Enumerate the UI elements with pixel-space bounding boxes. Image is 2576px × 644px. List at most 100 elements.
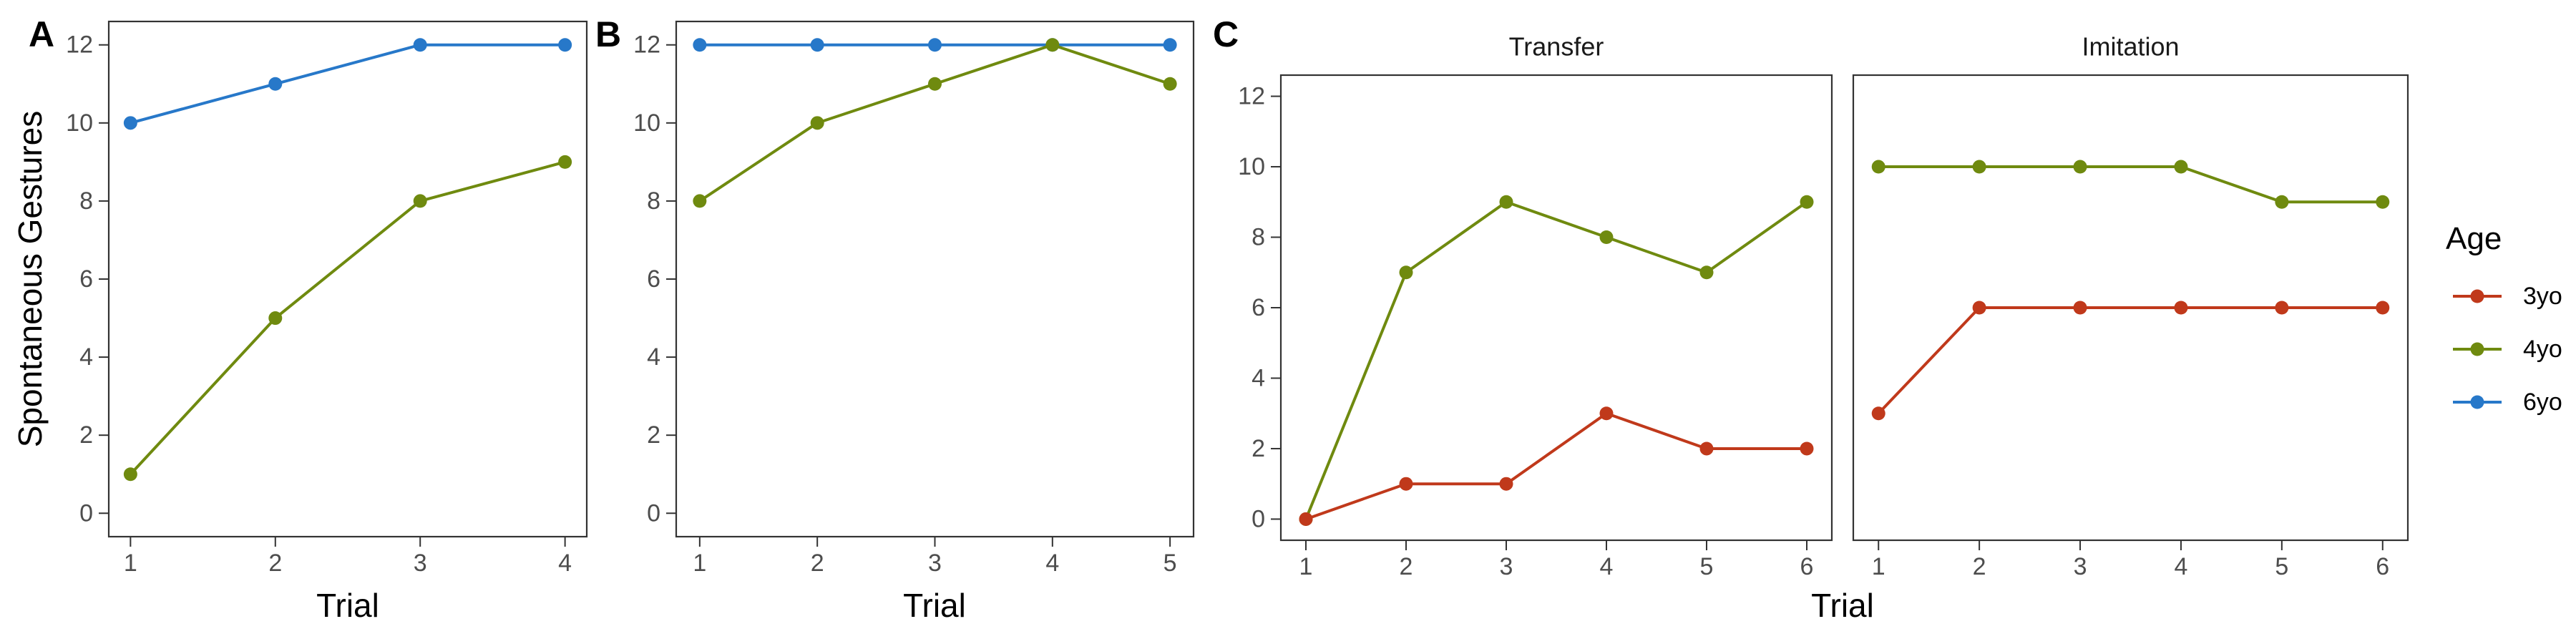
x-tick-label: 2 [1400, 553, 1413, 580]
facet-title: Transfer [1509, 32, 1604, 62]
data-point-4yo [810, 116, 824, 130]
series-line-4yo [1878, 165, 2383, 204]
x-tick-label: 4 [558, 550, 572, 577]
y-tick-label: 12 [1238, 83, 1265, 110]
x-axis-title: Trial [1811, 587, 1874, 624]
data-point-3yo [1299, 512, 1313, 526]
x-tick-label: 3 [414, 550, 427, 577]
data-point-3yo [1871, 406, 1885, 421]
data-point-4yo [1599, 230, 1614, 245]
data-point-3yo [1599, 406, 1614, 421]
legend-item-4yo: 4yo [2453, 336, 2562, 363]
x-tick-label: 6 [2376, 553, 2389, 580]
data-point-3yo [1699, 441, 1714, 456]
panel-border [1852, 74, 2409, 542]
y-tick-label: 2 [647, 421, 660, 449]
x-tick-label: 1 [693, 550, 706, 577]
y-tick-label: 2 [1252, 435, 1265, 462]
y-tick-label: 12 [633, 31, 660, 59]
x-tick-label: 3 [2074, 553, 2087, 580]
data-point-4yo [928, 77, 942, 91]
data-point-4yo [1699, 265, 1714, 280]
y-tick-label: 10 [66, 109, 93, 137]
data-point-6yo [558, 38, 572, 52]
data-point-6yo [1163, 38, 1177, 52]
x-axis-title: Trial [903, 587, 966, 624]
data-point-4yo [693, 194, 707, 208]
data-point-4yo [1499, 195, 1513, 209]
panel-tag: A [29, 14, 54, 54]
data-point-4yo [2174, 160, 2188, 174]
data-point-6yo [413, 38, 427, 52]
facet-title: Imitation [2082, 32, 2179, 62]
y-tick-label: 8 [1252, 224, 1265, 251]
data-point-3yo [2174, 301, 2188, 315]
x-tick-label: 4 [1045, 550, 1059, 577]
y-tick-label: 10 [633, 109, 660, 137]
legend-item-3yo: 3yo [2453, 283, 2562, 310]
y-tick-label: 12 [66, 31, 93, 59]
data-point-6yo [693, 38, 707, 52]
y-tick-label: 0 [647, 499, 660, 527]
data-point-3yo [2073, 301, 2087, 315]
data-point-4yo [123, 467, 137, 482]
x-tick-label: 1 [1872, 553, 1885, 580]
x-tick-label: 2 [1973, 553, 1986, 580]
x-tick-label: 1 [1299, 553, 1313, 580]
data-point-3yo [1399, 477, 1413, 491]
data-point-4yo [1800, 195, 1814, 209]
y-tick-label: 2 [79, 421, 93, 449]
legend-key-point [2470, 342, 2484, 356]
data-point-4yo [1163, 77, 1177, 91]
data-point-4yo [2073, 160, 2087, 174]
data-point-3yo [1800, 441, 1814, 456]
panel-3: Imitation 1 2 3 4 5 6 [1852, 32, 2409, 580]
legend-item-6yo: 6yo [2453, 389, 2562, 416]
x-tick-label: 1 [124, 550, 137, 577]
x-tick-label: 5 [2275, 553, 2288, 580]
data-point-4yo [2376, 195, 2390, 209]
y-tick-label: 8 [647, 187, 660, 215]
y-tick-label: 6 [79, 265, 93, 293]
data-point-3yo [1972, 301, 1986, 315]
panel-border [107, 20, 588, 538]
series-line-3yo [1877, 306, 2383, 415]
x-tick-label: 3 [1500, 553, 1513, 580]
data-point-6yo [268, 77, 283, 91]
data-point-6yo [123, 116, 137, 130]
x-tick-label: 3 [928, 550, 942, 577]
data-point-4yo [558, 155, 572, 169]
data-point-4yo [268, 311, 283, 326]
data-point-4yo [413, 194, 427, 208]
legend: Age 3yo 4yo 6yo [2446, 221, 2562, 416]
legend-key-point [2470, 289, 2484, 303]
legend-title: Age [2446, 221, 2502, 256]
data-point-4yo [1972, 160, 1986, 174]
data-point-3yo [2376, 301, 2390, 315]
x-axis-title: Trial [316, 587, 379, 624]
data-point-4yo [1399, 265, 1413, 280]
data-point-4yo [2275, 195, 2289, 209]
x-tick-label: 4 [2174, 553, 2187, 580]
y-tick-label: 10 [1238, 153, 1265, 180]
panel-border [1279, 74, 1833, 542]
data-point-6yo [810, 38, 824, 52]
series-line-4yo [698, 43, 1171, 203]
series-line-6yo [130, 43, 565, 125]
panel-tag: B [595, 14, 621, 54]
panel-tag: C [1213, 14, 1239, 54]
legend-key-point [2470, 395, 2484, 409]
y-axis-title: Spontaneous Gestures [11, 111, 49, 448]
series-line-3yo [1305, 411, 1807, 521]
legend-label: 3yo [2523, 283, 2562, 310]
data-point-4yo [1871, 160, 1885, 174]
x-tick-label: 6 [1800, 553, 1814, 580]
y-tick-label: 8 [79, 187, 93, 215]
y-tick-label: 6 [647, 265, 660, 293]
x-tick-label: 5 [1163, 550, 1177, 577]
